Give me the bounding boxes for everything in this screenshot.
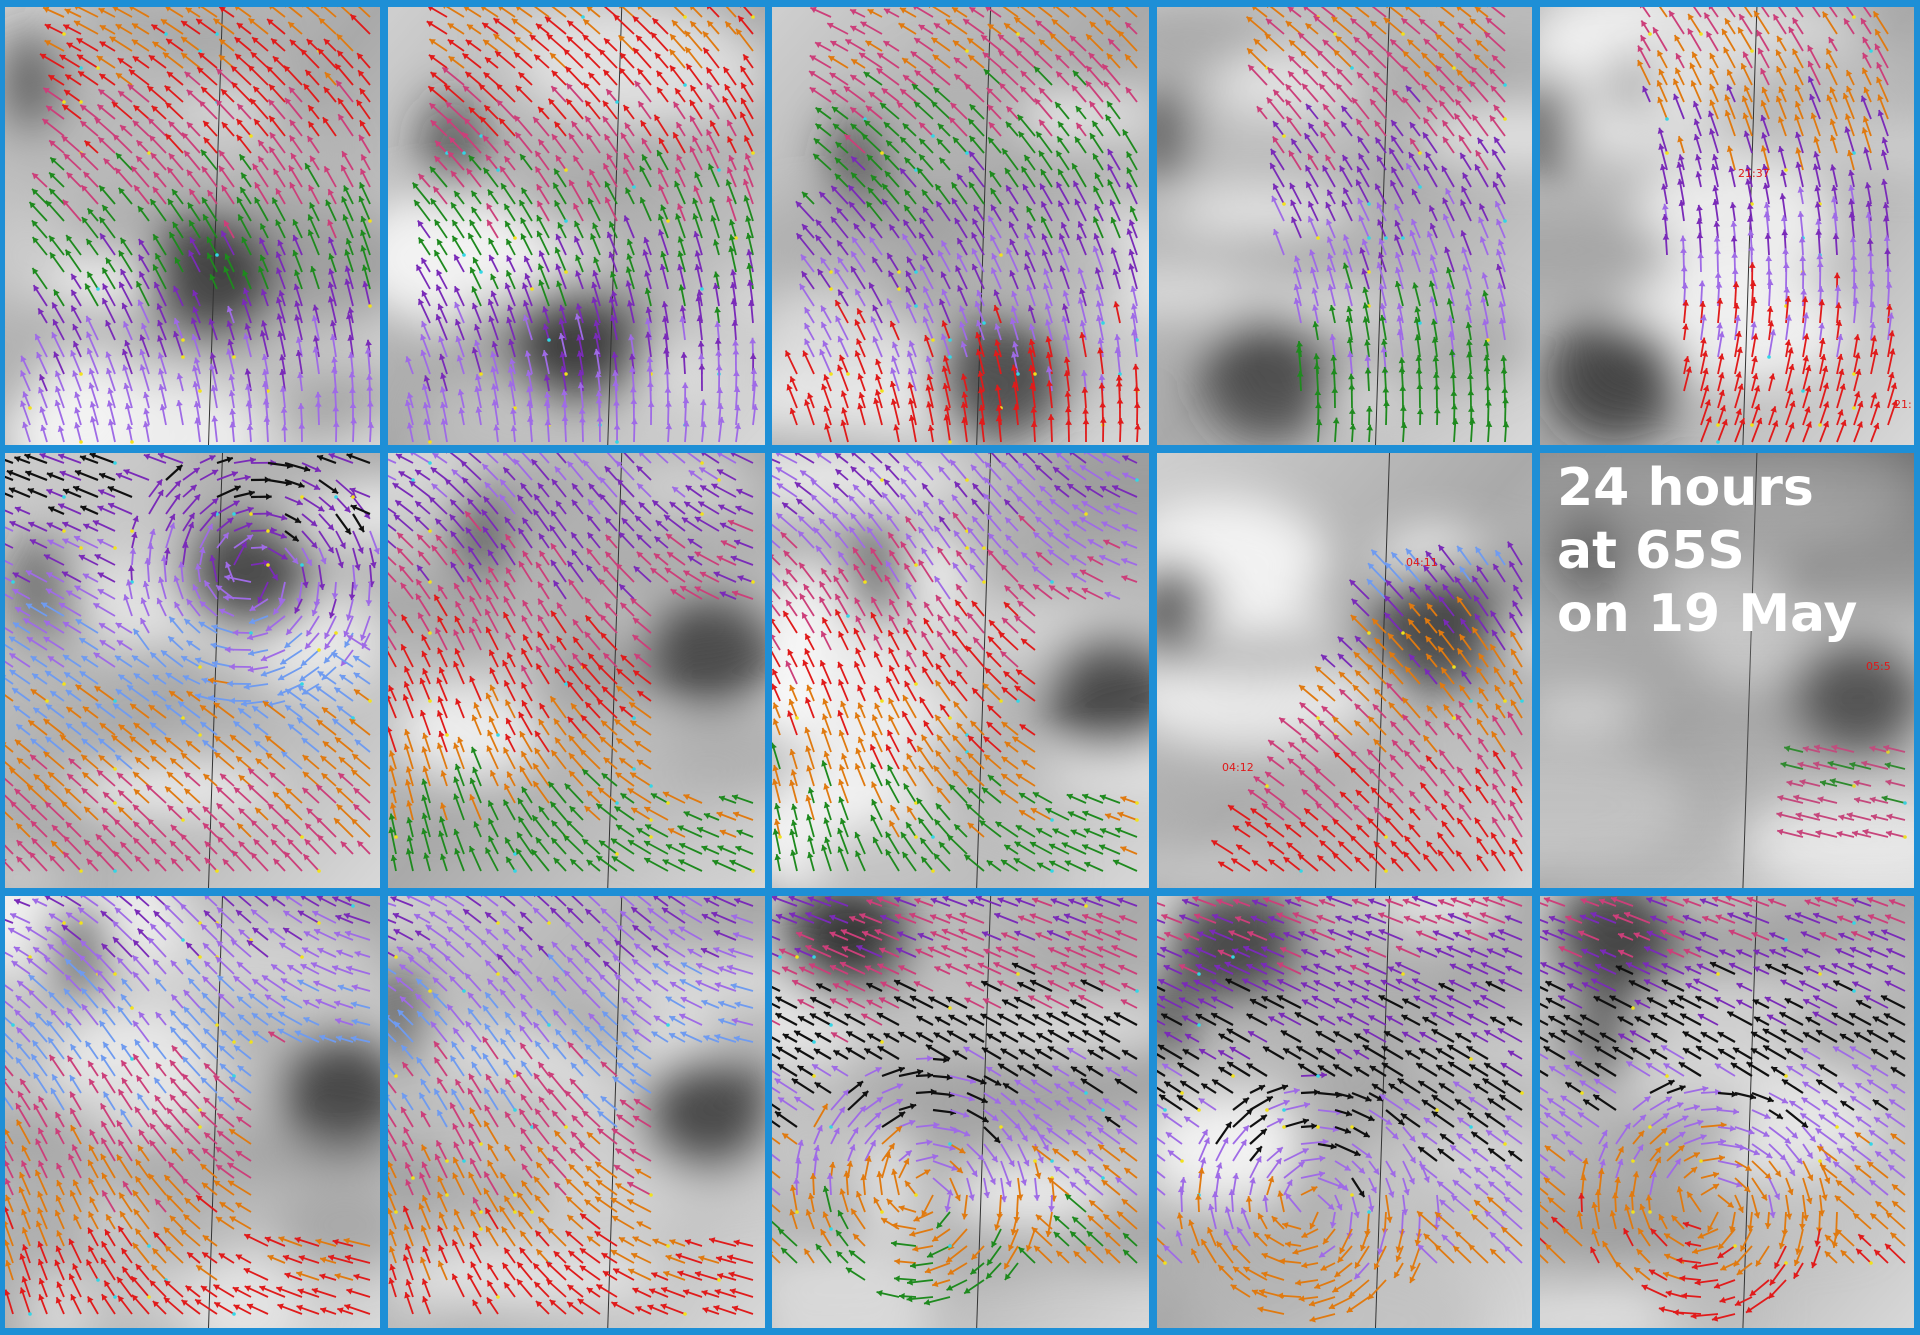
satellite-image: [388, 453, 765, 888]
timestamp-label: 21:: [1894, 398, 1912, 411]
satellite-panel: [1157, 453, 1532, 888]
satellite-image: [772, 7, 1149, 445]
satellite-panel: [772, 7, 1149, 445]
satellite-panel: [1540, 7, 1914, 445]
satellite-panel: [388, 453, 765, 888]
satellite-image: [772, 896, 1149, 1328]
timestamp-label: 21:37: [1738, 167, 1770, 180]
satellite-panel: [1540, 453, 1914, 888]
satellite-image: [1157, 7, 1532, 445]
satellite-panel: [1157, 896, 1532, 1328]
satellite-image: [772, 453, 1149, 888]
caption-line: at 65S: [1557, 521, 1745, 581]
satellite-image: [5, 7, 380, 445]
satellite-panel: [388, 7, 765, 445]
satellite-image: [388, 7, 765, 445]
caption-line: on 19 May: [1557, 584, 1858, 644]
timestamp-label: 04:12: [1222, 761, 1254, 774]
caption: 24 hours at 65S on 19 May: [1557, 457, 1857, 646]
satellite-image: [1540, 7, 1914, 445]
satellite-panel: [1157, 7, 1532, 445]
timestamp-label: 05:5: [1866, 660, 1891, 673]
satellite-panel: [772, 453, 1149, 888]
satellite-panel: [388, 896, 765, 1328]
satellite-panel: [1540, 896, 1914, 1328]
satellite-panel: [5, 453, 380, 888]
satellite-image: [1157, 896, 1532, 1328]
satellite-panel: [772, 896, 1149, 1328]
satellite-image: [5, 453, 380, 888]
satellite-image: [5, 896, 380, 1328]
caption-line: 24 hours: [1557, 458, 1814, 518]
timestamp-label: 04:11: [1406, 556, 1438, 569]
satellite-image: [1157, 453, 1532, 888]
satellite-panel: [5, 7, 380, 445]
satellite-image: [388, 896, 765, 1328]
satellite-image: [1540, 896, 1914, 1328]
caption-backdrop: [1540, 453, 1914, 888]
satellite-panel: [5, 896, 380, 1328]
